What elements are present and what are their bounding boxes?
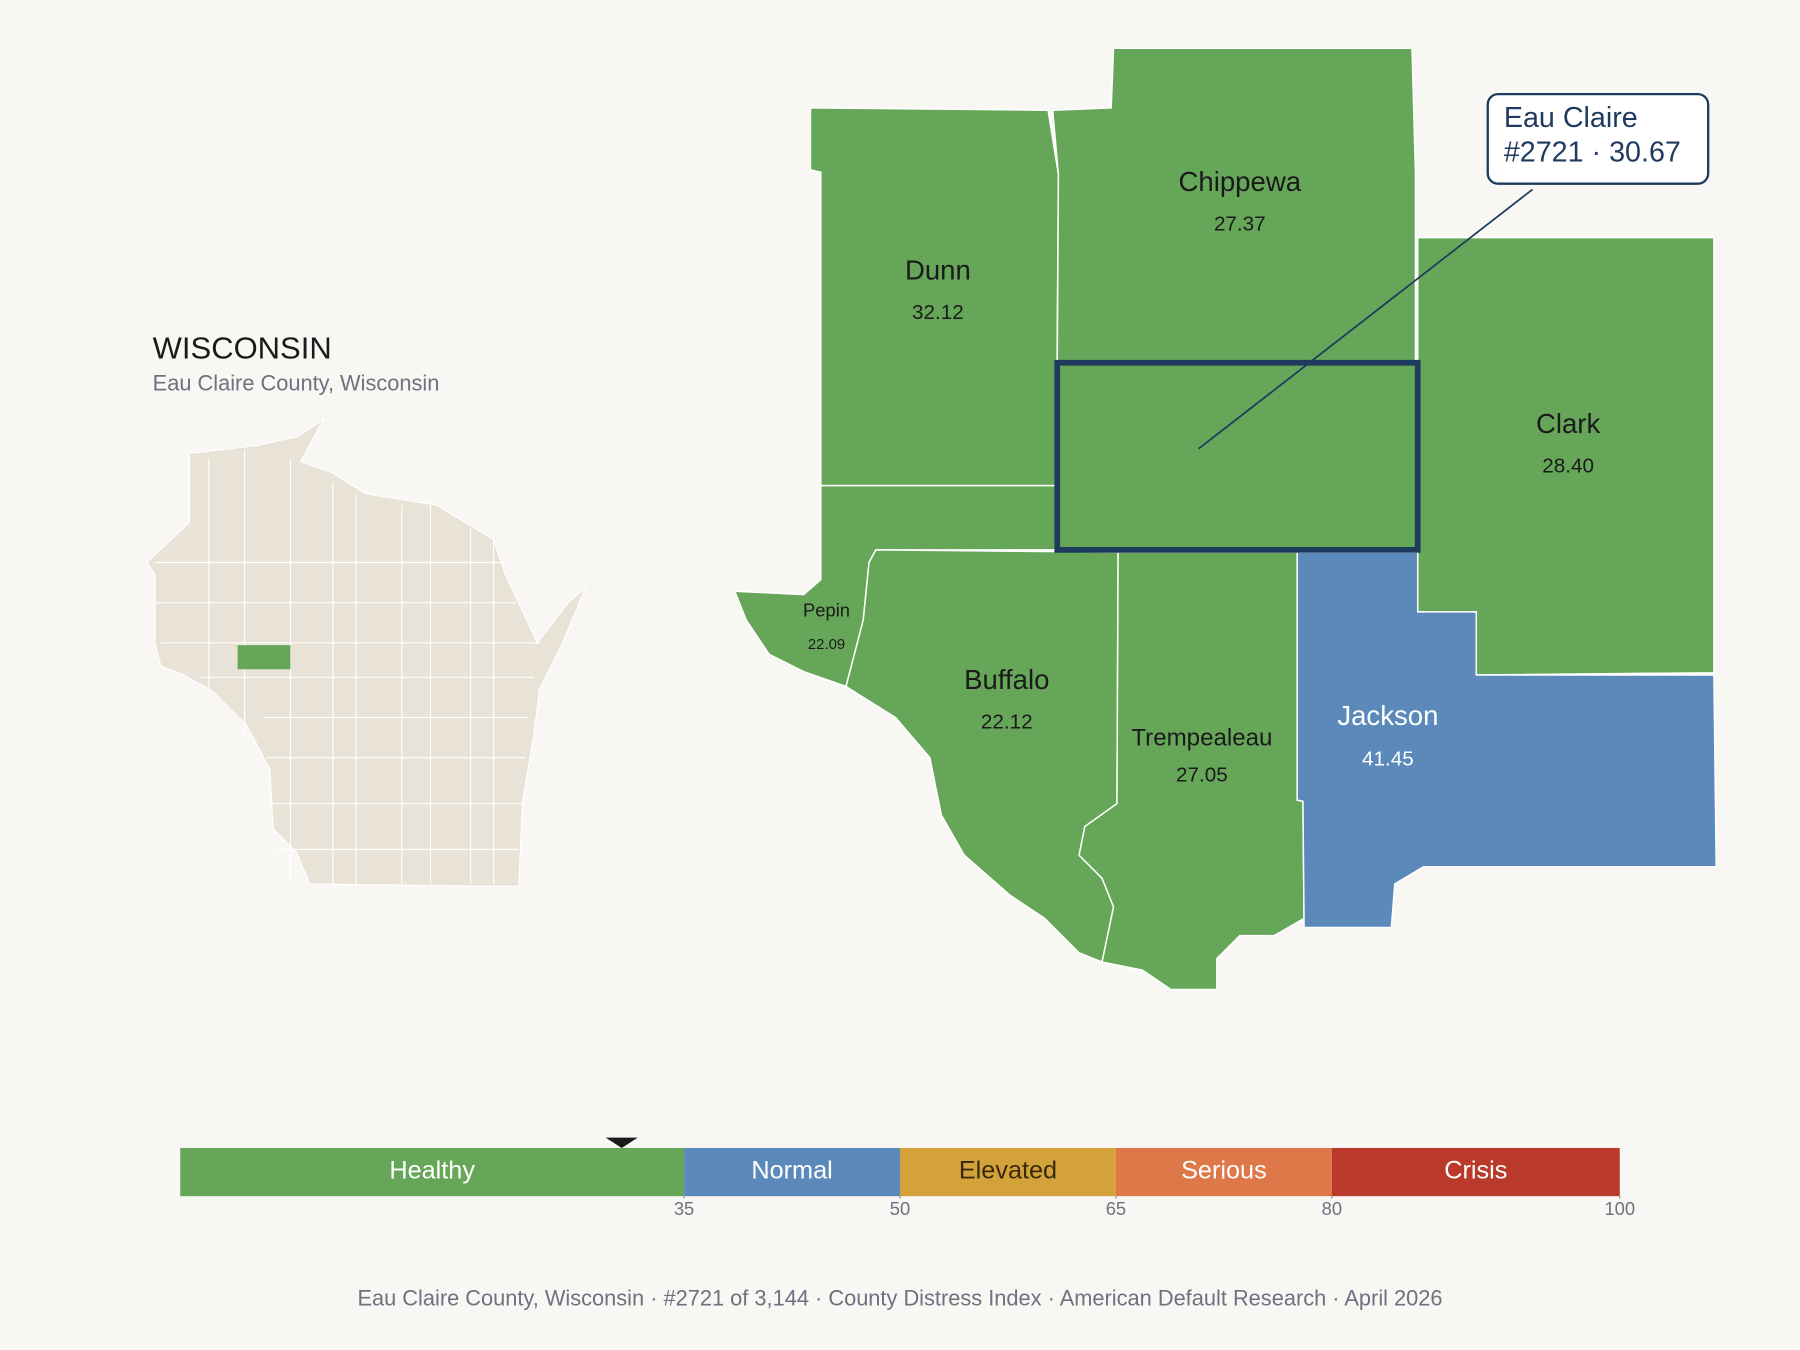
county[interactable] xyxy=(1296,551,1717,929)
band-label: Normal xyxy=(751,1157,832,1185)
tick-label: 100 xyxy=(1604,1198,1635,1219)
footer: Eau Claire County, Wisconsin · #2721 of … xyxy=(357,1285,1442,1310)
scale-band xyxy=(684,1147,900,1197)
band-label: Serious xyxy=(1181,1157,1267,1185)
tick-label: 35 xyxy=(674,1198,694,1219)
callout-detail: #2721 · 30.67 xyxy=(1504,136,1681,168)
selected-county[interactable] xyxy=(1054,359,1421,553)
tick-label: 65 xyxy=(1106,1198,1126,1219)
subtitle: Eau Claire County, Wisconsin xyxy=(153,370,440,395)
county-name: Chippewa xyxy=(1179,166,1302,197)
county[interactable] xyxy=(845,549,1119,964)
callout-name: Eau Claire xyxy=(1504,102,1638,134)
county-value: 22.12 xyxy=(981,711,1033,734)
band-label: Crisis xyxy=(1444,1157,1507,1185)
county-value: 27.05 xyxy=(1176,763,1228,786)
county-layer xyxy=(733,47,1717,991)
county[interactable] xyxy=(809,107,1060,487)
county[interactable] xyxy=(1051,47,1417,364)
scale-band xyxy=(180,1147,685,1197)
band-label: Elevated xyxy=(959,1157,1057,1185)
county-value: 22.09 xyxy=(808,636,845,653)
county[interactable] xyxy=(733,484,1057,688)
county-name: Jackson xyxy=(1337,700,1438,731)
county-name: Buffalo xyxy=(964,664,1049,695)
scale-band xyxy=(900,1147,1116,1197)
callout-box xyxy=(1486,92,1710,185)
inset-county-lines xyxy=(154,450,540,884)
title: WISCONSIN xyxy=(153,330,332,365)
score-marker xyxy=(605,1137,638,1148)
county-value: 32.12 xyxy=(912,301,964,324)
county-name: Trempealeau xyxy=(1131,725,1272,752)
tick-label: 50 xyxy=(890,1198,910,1219)
state-outline xyxy=(146,418,586,887)
county-name: Dunn xyxy=(905,254,971,285)
county-name: Clark xyxy=(1536,408,1601,439)
county-value: 41.45 xyxy=(1362,747,1414,770)
band-label: Healthy xyxy=(389,1157,475,1185)
county-value: 28.40 xyxy=(1542,455,1594,478)
callout: Eau Claire #2721 · 30.67 xyxy=(1197,92,1710,450)
scale-band xyxy=(1331,1147,1620,1197)
county-value: 27.37 xyxy=(1214,212,1266,235)
state-inset xyxy=(146,418,586,887)
callout-leader xyxy=(1197,188,1534,450)
county-name: Pepin xyxy=(803,600,850,621)
county-labels: Dunn 32.12 Chippewa 27.37 Clark 28.40 Pe… xyxy=(803,166,1600,787)
scale-band xyxy=(1115,1147,1332,1197)
tick-label: 80 xyxy=(1322,1198,1342,1219)
distress-scale: Healthy Normal Elevated Serious Crisis 35 50 65… xyxy=(180,1137,1635,1219)
inset-highlight xyxy=(237,645,291,670)
